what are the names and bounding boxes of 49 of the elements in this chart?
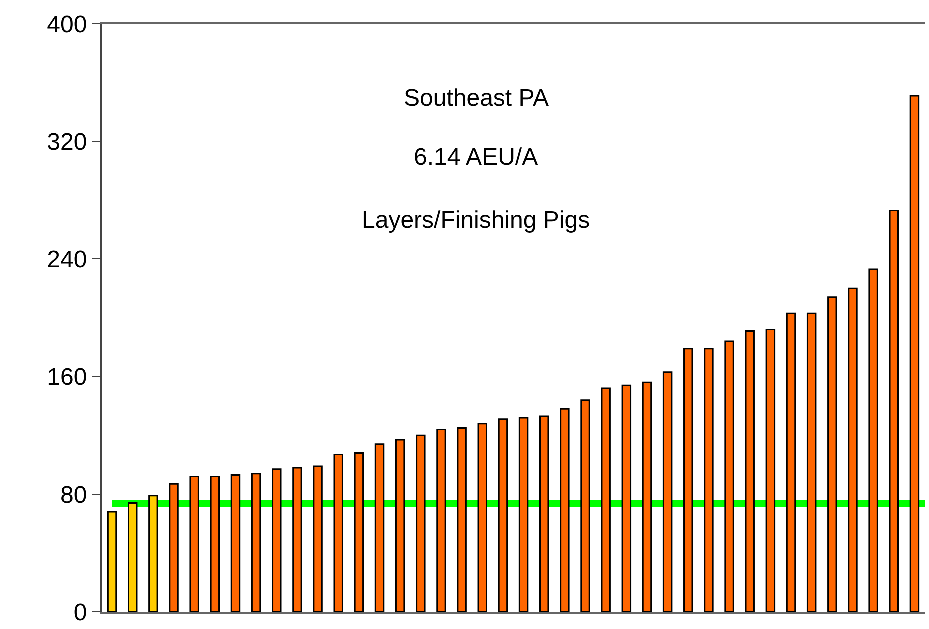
bar (910, 95, 920, 612)
annotation: Southeast PA (404, 85, 549, 112)
bar (230, 474, 241, 612)
bar (251, 473, 262, 612)
bar (190, 476, 200, 612)
bar (518, 417, 529, 612)
bar (128, 502, 138, 612)
bar (478, 423, 488, 612)
bar (868, 268, 878, 612)
bar (416, 434, 426, 612)
bar (292, 467, 302, 612)
bar (745, 330, 755, 612)
bar (169, 483, 179, 612)
bar (148, 495, 158, 612)
y-tick-label: 80 (60, 482, 88, 509)
y-tick-label: 320 (47, 129, 88, 156)
y-tick-label: 240 (47, 246, 88, 274)
bar (498, 418, 508, 612)
annotation: 6.14 AEU/A (414, 144, 538, 171)
bar (848, 288, 858, 612)
bar (334, 454, 344, 612)
bar (806, 312, 817, 612)
y-tick-label: 160 (47, 364, 88, 392)
y-tick-label: 400 (47, 11, 88, 38)
bar (272, 468, 282, 612)
bar (580, 400, 590, 612)
annotation: Layers/Finishing Pigs (362, 207, 590, 234)
bar (436, 428, 446, 612)
bar (210, 476, 220, 612)
y-tick-label: 0 (74, 599, 88, 626)
bar (704, 348, 714, 612)
bar (786, 312, 796, 612)
bar (560, 408, 570, 612)
bar (107, 511, 118, 612)
bar (622, 384, 632, 612)
bar (724, 340, 734, 612)
bar (601, 388, 611, 612)
bar (374, 444, 385, 612)
bar (540, 416, 550, 612)
bar (313, 466, 323, 612)
bar (662, 372, 673, 612)
bar (457, 428, 467, 612)
bar (889, 210, 899, 612)
bar (766, 329, 776, 612)
bar (395, 439, 406, 612)
bar (642, 382, 652, 612)
bar (684, 348, 694, 612)
bar (828, 296, 838, 612)
bar (354, 452, 364, 612)
